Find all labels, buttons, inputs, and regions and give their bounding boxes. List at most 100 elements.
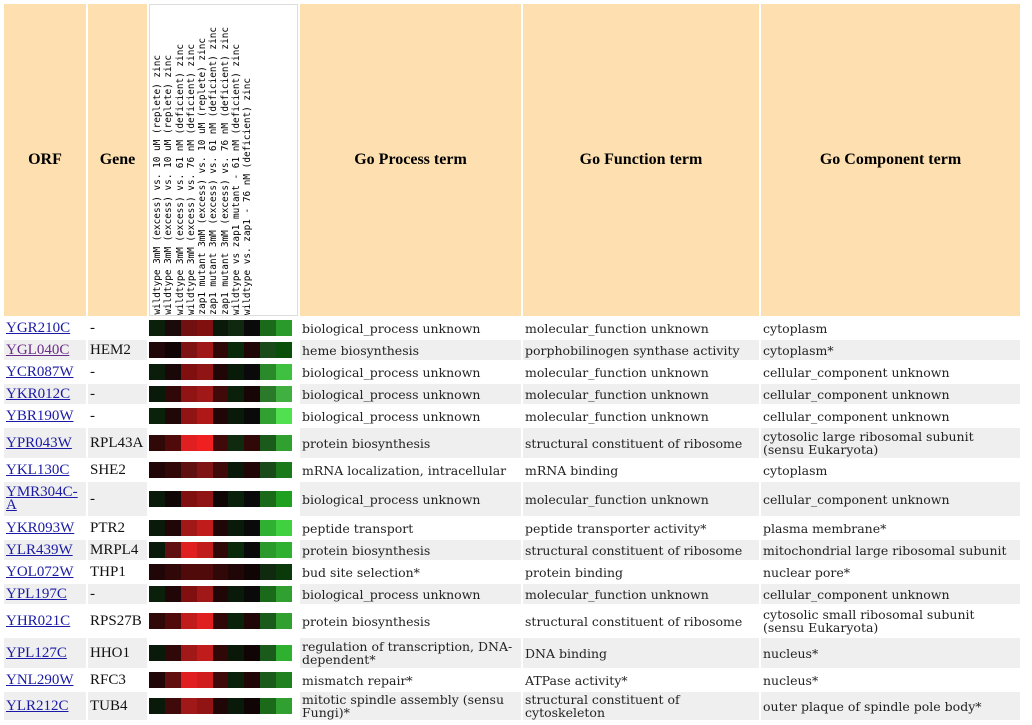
- component-cell: nucleus*: [761, 638, 1020, 668]
- orf-link[interactable]: YBR190W: [6, 407, 74, 424]
- table-row: YMR304C-A - biological_process unknown mole…: [4, 482, 1020, 516]
- expression-strip: [149, 320, 293, 336]
- expression-value-cell: [212, 698, 229, 714]
- expression-value-cell: [149, 698, 165, 714]
- expression-value-cell: [260, 320, 277, 336]
- experiment-label: wildtype 3mM (excess) vs. 76 nM (deficie…: [185, 44, 197, 315]
- expression-value-cell: [164, 342, 181, 358]
- process-cell: biological_process unknown: [300, 362, 521, 382]
- orf-cell: YKR012C: [4, 384, 86, 404]
- heatmap-cell: [149, 584, 298, 604]
- heatmap-cell: [149, 606, 298, 636]
- expression-strip: [149, 364, 293, 380]
- expression-value-cell: [212, 520, 229, 536]
- expression-strip: [149, 520, 293, 536]
- expression-value-cell: [228, 613, 245, 629]
- expression-value-cell: [228, 320, 245, 336]
- component-cell: mitochondrial large ribosomal subunit: [761, 540, 1020, 560]
- orf-link[interactable]: YKR093W: [6, 519, 75, 536]
- function-cell: peptide transporter activity*: [523, 518, 759, 538]
- expression-value-cell: [244, 408, 261, 424]
- expression-value-cell: [244, 613, 261, 629]
- orf-link[interactable]: YLR212C: [6, 697, 69, 714]
- heatmap-cell: [149, 540, 298, 560]
- experiment-label: wildtype vs. zap1 - 76 nM (deficient) zi…: [242, 77, 254, 315]
- orf-link[interactable]: YGL040C: [6, 341, 70, 358]
- expression-value-cell: [149, 613, 165, 629]
- heatmap-cell: [149, 460, 298, 480]
- expression-strip: [149, 491, 293, 507]
- process-cell: mRNA localization, intracellular: [300, 460, 521, 480]
- expression-value-cell: [196, 698, 213, 714]
- expression-value-cell: [276, 520, 293, 536]
- expression-value-cell: [244, 386, 261, 402]
- function-cell: structural constituent of ribosome: [523, 606, 759, 636]
- process-cell: regulation of transcription, DNA-depende…: [300, 638, 521, 668]
- orf-link[interactable]: YPL127C: [6, 644, 67, 661]
- orf-link[interactable]: YPR043W: [6, 434, 72, 451]
- function-cell: molecular_function unknown: [523, 482, 759, 516]
- orf-cell: YPR043W: [4, 428, 86, 458]
- expression-value-cell: [164, 491, 181, 507]
- expression-strip: [149, 613, 293, 629]
- experiment-labels-header: wildtype 3mM (excess) vs. 10 uM (replete…: [149, 4, 298, 316]
- table-row: YKR093W PTR2 peptide transport peptide tran…: [4, 518, 1020, 538]
- heatmap-cell: [149, 384, 298, 404]
- gene-cell: MRPL4: [88, 540, 147, 560]
- process-cell: heme biosynthesis: [300, 340, 521, 360]
- expression-value-cell: [212, 542, 229, 558]
- expression-value-cell: [276, 645, 293, 661]
- expression-value-cell: [196, 520, 213, 536]
- expression-value-cell: [149, 320, 165, 336]
- function-cell: porphobilinogen synthase activity: [523, 340, 759, 360]
- orf-link[interactable]: YKL130C: [6, 461, 70, 478]
- orf-link[interactable]: YKR012C: [6, 385, 71, 402]
- orf-link[interactable]: YPL197C: [6, 585, 67, 602]
- expression-value-cell: [276, 613, 293, 629]
- experiment-label: wildtype vs zap1 mutant - 61 nM (deficie…: [231, 44, 243, 315]
- expression-value-cell: [164, 672, 181, 688]
- expression-value-cell: [180, 672, 197, 688]
- expression-value-cell: [149, 342, 165, 358]
- orf-link[interactable]: YGR210C: [6, 319, 71, 336]
- gene-cell: THP1: [88, 562, 147, 582]
- expression-value-cell: [180, 491, 197, 507]
- expression-value-cell: [276, 586, 293, 602]
- gene-cell: -: [88, 584, 147, 604]
- expression-value-cell: [260, 342, 277, 358]
- expression-value-cell: [164, 320, 181, 336]
- orf-link[interactable]: YLR439W: [6, 541, 73, 558]
- heatmap-cell: [149, 482, 298, 516]
- heatmap-cell: [149, 340, 298, 360]
- experiment-label-list: wildtype 3mM (excess) vs. 10 uM (replete…: [152, 9, 295, 315]
- expression-value-cell: [180, 435, 197, 451]
- gene-cell: RFC3: [88, 670, 147, 690]
- expression-strip: [149, 435, 293, 451]
- table-body: YGR210C - biological_process unknown molecu…: [4, 318, 1020, 720]
- expression-value-cell: [260, 520, 277, 536]
- orf-cell: YLR212C: [4, 692, 86, 720]
- expression-value-cell: [180, 564, 197, 580]
- header-row: ORF Gene wildtype 3mM (excess) vs. 10 uM…: [4, 4, 1020, 316]
- component-cell: cellular_component unknown: [761, 406, 1020, 426]
- expression-value-cell: [149, 435, 165, 451]
- component-cell: nucleus*: [761, 670, 1020, 690]
- expression-value-cell: [228, 462, 245, 478]
- expression-value-cell: [244, 491, 261, 507]
- expression-value-cell: [212, 491, 229, 507]
- orf-link[interactable]: YOL072W: [6, 563, 74, 580]
- component-cell: cellular_component unknown: [761, 482, 1020, 516]
- expression-value-cell: [180, 520, 197, 536]
- gene-cell: RPL43A: [88, 428, 147, 458]
- table-row: YOL072W THP1 bud site selection* protein bi…: [4, 562, 1020, 582]
- expression-value-cell: [260, 698, 277, 714]
- orf-link[interactable]: YCR087W: [6, 363, 74, 380]
- expression-value-cell: [260, 645, 277, 661]
- orf-link[interactable]: YNL290W: [6, 671, 74, 688]
- orf-link[interactable]: YHR021C: [6, 612, 71, 629]
- expression-value-cell: [196, 320, 213, 336]
- expression-value-cell: [212, 408, 229, 424]
- orf-link[interactable]: YMR304C-A: [6, 484, 78, 513]
- heatmap-cell: [149, 428, 298, 458]
- process-cell: biological_process unknown: [300, 318, 521, 338]
